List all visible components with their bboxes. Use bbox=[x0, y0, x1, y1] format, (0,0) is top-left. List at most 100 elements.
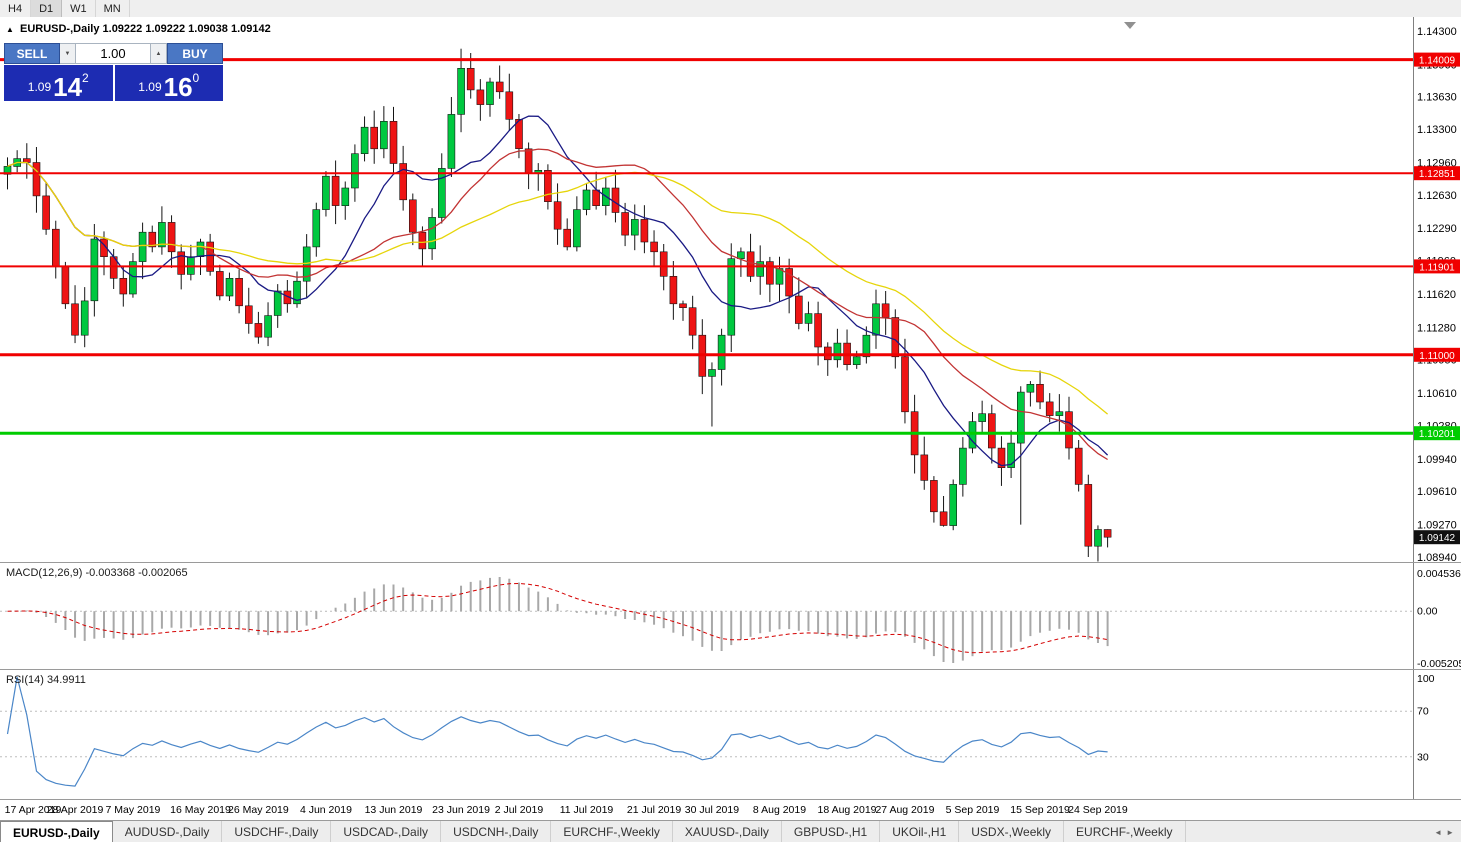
svg-text:1.10201: 1.10201 bbox=[1419, 429, 1456, 440]
svg-text:1.14009: 1.14009 bbox=[1419, 56, 1456, 67]
date-label: 2 Jul 2019 bbox=[494, 804, 544, 816]
tab-scroll-right-icon[interactable]: ► bbox=[1446, 827, 1454, 837]
svg-text:1.12851: 1.12851 bbox=[1419, 169, 1456, 180]
tab-audusd-daily[interactable]: AUDUSD-,Daily bbox=[113, 821, 223, 842]
macd-canvas[interactable]: 0.004536 0.00 -0.005205 bbox=[0, 563, 1461, 670]
hline-price-badge bbox=[1414, 166, 1460, 181]
macd-label: MACD(12,26,9) -0.003368 -0.002065 bbox=[6, 567, 188, 579]
svg-text:0.004536: 0.004536 bbox=[1417, 568, 1461, 580]
date-label: 21 Jul 2019 bbox=[626, 804, 682, 816]
date-label: 5 Sep 2019 bbox=[945, 804, 1000, 816]
date-label: 23 Jun 2019 bbox=[432, 804, 490, 816]
tab-ukoil-h1[interactable]: UKOil-,H1 bbox=[880, 821, 960, 842]
svg-text:1.10610: 1.10610 bbox=[1417, 388, 1457, 400]
rsi-canvas[interactable]: 100 70 30 bbox=[0, 670, 1461, 800]
tab-usdx-weekly[interactable]: USDX-,Weekly bbox=[959, 821, 1065, 842]
sell-button[interactable]: SELL bbox=[4, 43, 60, 64]
buy-price-point: 0 bbox=[192, 71, 200, 85]
buy-button[interactable]: BUY bbox=[167, 43, 223, 64]
svg-text:70: 70 bbox=[1417, 706, 1429, 718]
volume-decrease-button[interactable]: ▼ bbox=[60, 43, 76, 64]
chart-ohlc-values: 1.09222 1.09222 1.09038 1.09142 bbox=[102, 23, 271, 35]
tab-gbpusd-h1[interactable]: GBPUSD-,H1 bbox=[782, 821, 881, 842]
buy-price-prefix: 1.09 bbox=[138, 80, 162, 94]
tab-scroll-left-icon[interactable]: ◄ bbox=[1434, 827, 1443, 837]
tab-eurchf-weekly[interactable]: EURCHF-,Weekly bbox=[1064, 821, 1186, 842]
date-label: 15 Sep 2019 bbox=[1010, 804, 1070, 816]
ma-34-line bbox=[7, 161, 1109, 415]
buy-price-pips: 16 bbox=[163, 71, 193, 102]
svg-text:1.09142: 1.09142 bbox=[1419, 533, 1456, 544]
date-label: 8 Aug 2019 bbox=[752, 804, 807, 816]
current-price-badge bbox=[1414, 530, 1460, 545]
date-label: 13 Jun 2019 bbox=[364, 804, 423, 816]
timeframe-w1-button[interactable]: W1 bbox=[62, 0, 96, 17]
date-label: 18 Aug 2019 bbox=[817, 804, 877, 816]
chart-tabs-bar: EURUSD-,Daily AUDUSD-,Daily USDCHF-,Daily U… bbox=[0, 820, 1461, 842]
ma-10-line bbox=[7, 115, 1109, 467]
tab-scroll-controls: ◄ ► bbox=[1427, 821, 1461, 842]
volume-increase-button[interactable]: ▲ bbox=[151, 43, 167, 64]
date-label: 26 May 2019 bbox=[228, 804, 289, 816]
date-label: 27 Aug 2019 bbox=[875, 804, 935, 816]
timeframe-d1-button[interactable]: D1 bbox=[31, 0, 63, 17]
svg-text:1.11280: 1.11280 bbox=[1417, 322, 1456, 334]
tab-eurusd-daily[interactable]: EURUSD-,Daily bbox=[0, 821, 113, 842]
chart-shift-marker-icon[interactable] bbox=[1124, 22, 1136, 29]
svg-text:30: 30 bbox=[1417, 751, 1429, 763]
date-label: 28 Apr 2019 bbox=[46, 804, 104, 816]
price-chart-canvas[interactable]: 1.143001.139601.136301.133001.129601.126… bbox=[0, 17, 1461, 562]
date-label: 30 Jul 2019 bbox=[684, 804, 740, 816]
chart-marker-icon: ▲ bbox=[6, 25, 14, 34]
svg-text:1.08940: 1.08940 bbox=[1417, 552, 1457, 562]
candles-layer bbox=[3, 48, 1112, 562]
hline-price-badge bbox=[1414, 259, 1460, 274]
time-axis[interactable]: 17 Apr 2019 28 Apr 2019 7 May 2019 16 May 2… bbox=[0, 799, 1461, 821]
chart-symbol-label: EURUSD-,Daily bbox=[19, 23, 100, 35]
hline-price-badge bbox=[1414, 347, 1460, 362]
rsi-indicator-panel[interactable]: 100 70 30 RSI(14) 34.9911 bbox=[0, 669, 1461, 800]
svg-text:1.13300: 1.13300 bbox=[1417, 124, 1457, 136]
tab-xauusd-daily[interactable]: XAUUSD-,Daily bbox=[673, 821, 782, 842]
hline-price-badge bbox=[1414, 52, 1460, 67]
sell-price-prefix: 1.09 bbox=[27, 80, 52, 94]
macd-indicator-panel[interactable]: 0.004536 0.00 -0.005205 MACD(12,26,9) -0.0… bbox=[0, 562, 1461, 670]
date-label: 4 Jun 2019 bbox=[299, 804, 352, 816]
chart-tabs: EURUSD-,Daily AUDUSD-,Daily USDCHF-,Daily U… bbox=[0, 821, 1427, 842]
svg-text:1.14300: 1.14300 bbox=[1417, 26, 1457, 38]
sell-price-point: 2 bbox=[82, 71, 89, 85]
hline-price-badge bbox=[1414, 426, 1460, 441]
chart-header: ▲ EURUSD-,Daily 1.09222 1.09222 1.09038 … bbox=[6, 23, 271, 35]
svg-text:1.11620: 1.11620 bbox=[1417, 289, 1456, 301]
price-chart-panel[interactable]: 1.143001.139601.136301.133001.129601.126… bbox=[0, 17, 1461, 562]
date-label: 17 Apr 2019 bbox=[4, 804, 62, 816]
one-click-trading-widget: SELL ▼ 1.00 ▲ BUY 1.09 14 2 1.09 16 0 bbox=[4, 43, 223, 101]
macd-signal-line bbox=[7, 582, 1108, 654]
rsi-label: RSI(14) 34.9911 bbox=[6, 674, 86, 686]
svg-text:1.11000: 1.11000 bbox=[1419, 351, 1455, 362]
svg-text:100: 100 bbox=[1417, 673, 1435, 685]
svg-text:1.09610: 1.09610 bbox=[1417, 486, 1457, 498]
date-label: 24 Sep 2019 bbox=[1068, 804, 1128, 816]
tab-usdcnh-daily[interactable]: USDCNH-,Daily bbox=[441, 821, 552, 842]
volume-input[interactable]: 1.00 bbox=[76, 43, 151, 64]
tab-eurchf-weekly[interactable]: EURCHF-,Weekly bbox=[551, 821, 673, 842]
tab-usdcad-daily[interactable]: USDCAD-,Daily bbox=[331, 821, 442, 842]
svg-text:1.09270: 1.09270 bbox=[1417, 520, 1457, 532]
svg-text:1.12630: 1.12630 bbox=[1417, 190, 1457, 202]
rsi-line bbox=[6, 676, 1108, 787]
svg-text:0.00: 0.00 bbox=[1417, 606, 1438, 618]
timeframe-mn-button[interactable]: MN bbox=[96, 0, 130, 17]
sell-price-display[interactable]: 1.09 14 2 bbox=[4, 65, 113, 101]
timeframe-h4-button[interactable]: H4 bbox=[0, 0, 32, 17]
date-label: 7 May 2019 bbox=[105, 804, 161, 816]
date-label: 16 May 2019 bbox=[170, 804, 231, 816]
date-label: 11 Jul 2019 bbox=[559, 804, 614, 816]
svg-text:1.12290: 1.12290 bbox=[1417, 223, 1457, 235]
timeframe-toolbar: H4 D1 W1 MN bbox=[0, 0, 1461, 18]
svg-text:1.11901: 1.11901 bbox=[1419, 262, 1455, 273]
buy-price-display[interactable]: 1.09 16 0 bbox=[114, 65, 223, 102]
svg-text:-0.005205: -0.005205 bbox=[1417, 658, 1461, 670]
tab-usdchf-daily[interactable]: USDCHF-,Daily bbox=[222, 821, 332, 842]
